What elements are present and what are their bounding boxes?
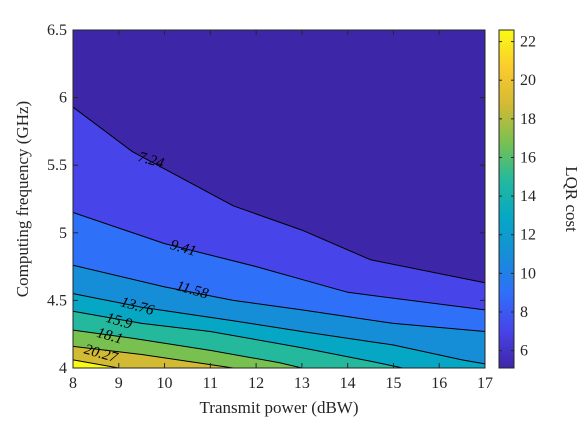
contour-line-3 <box>73 293 485 365</box>
contour-lines <box>73 106 485 368</box>
colorbar-tick-label: 12 <box>520 227 536 244</box>
contour-line-2 <box>73 264 485 332</box>
contour-band-0 <box>73 30 485 283</box>
contour-band-3 <box>73 265 485 364</box>
contour-band-7 <box>73 346 234 368</box>
y-tick-label: 4 <box>59 360 67 377</box>
x-tick-label: 10 <box>157 375 173 392</box>
colorbar-tick-label: 16 <box>520 149 536 166</box>
contour-line-1 <box>73 212 485 311</box>
x-tick-label: 8 <box>69 375 77 392</box>
contour-line-5 <box>73 329 303 368</box>
contour-label-4: 15.9 <box>104 310 134 333</box>
contour-fills <box>73 30 485 368</box>
x-axis-label: Transmit power (dBW) <box>200 398 359 417</box>
contour-label-5: 18.1 <box>95 325 125 348</box>
contour-label-0: 7.24 <box>136 149 166 172</box>
contour-band-6 <box>73 330 302 368</box>
colorbar-tick-label: 20 <box>520 72 536 89</box>
colorbar-tick-label: 18 <box>520 111 536 128</box>
contour-line-7 <box>73 359 119 368</box>
contour-band-2 <box>73 212 485 332</box>
y-tick-label: 5 <box>59 225 67 242</box>
y-tick-label: 5.5 <box>47 157 67 174</box>
x-tick-label: 15 <box>385 375 401 392</box>
contour-band-4 <box>73 293 485 368</box>
colorbar-label: LQR cost <box>562 166 581 232</box>
y-tick-label: 6 <box>59 90 67 107</box>
contour-label-1: 9.41 <box>168 237 198 260</box>
contour-line-0 <box>73 106 485 284</box>
plot-frame <box>72 29 486 369</box>
contour-band-1 <box>73 107 485 310</box>
colorbar-tick-label: 8 <box>520 304 528 321</box>
colorbar-tick-label: 14 <box>520 188 536 205</box>
x-axis-ticks: 8 9 10 11 12 13 14 15 16 17 <box>69 30 493 392</box>
y-axis-label: Computing frequency (GHz) <box>13 101 32 297</box>
colorbar-frame <box>498 29 515 369</box>
x-tick-label: 16 <box>431 375 447 392</box>
x-tick-label: 17 <box>477 375 493 392</box>
contour-line-4 <box>73 310 403 368</box>
x-tick-label: 14 <box>340 375 356 392</box>
y-tick-label: 4.5 <box>47 292 67 309</box>
colorbar-gradient <box>499 30 514 368</box>
x-tick-label: 11 <box>203 375 218 392</box>
colorbar-tick-label: 6 <box>520 343 528 360</box>
colorbar-tick-label: 22 <box>520 34 536 51</box>
y-axis-ticks: 4 4.5 5 5.5 6 6.5 <box>47 22 485 377</box>
x-tick-label: 13 <box>294 375 310 392</box>
colorbar-tick-label: 10 <box>520 265 536 282</box>
colorbar: 6 8 10 12 14 16 18 20 22 <box>498 29 536 369</box>
x-tick-label: 9 <box>115 375 123 392</box>
x-tick-label: 12 <box>248 375 264 392</box>
y-tick-label: 6.5 <box>47 22 67 39</box>
colorbar-ticks: 6 8 10 12 14 16 18 20 22 <box>499 34 536 360</box>
